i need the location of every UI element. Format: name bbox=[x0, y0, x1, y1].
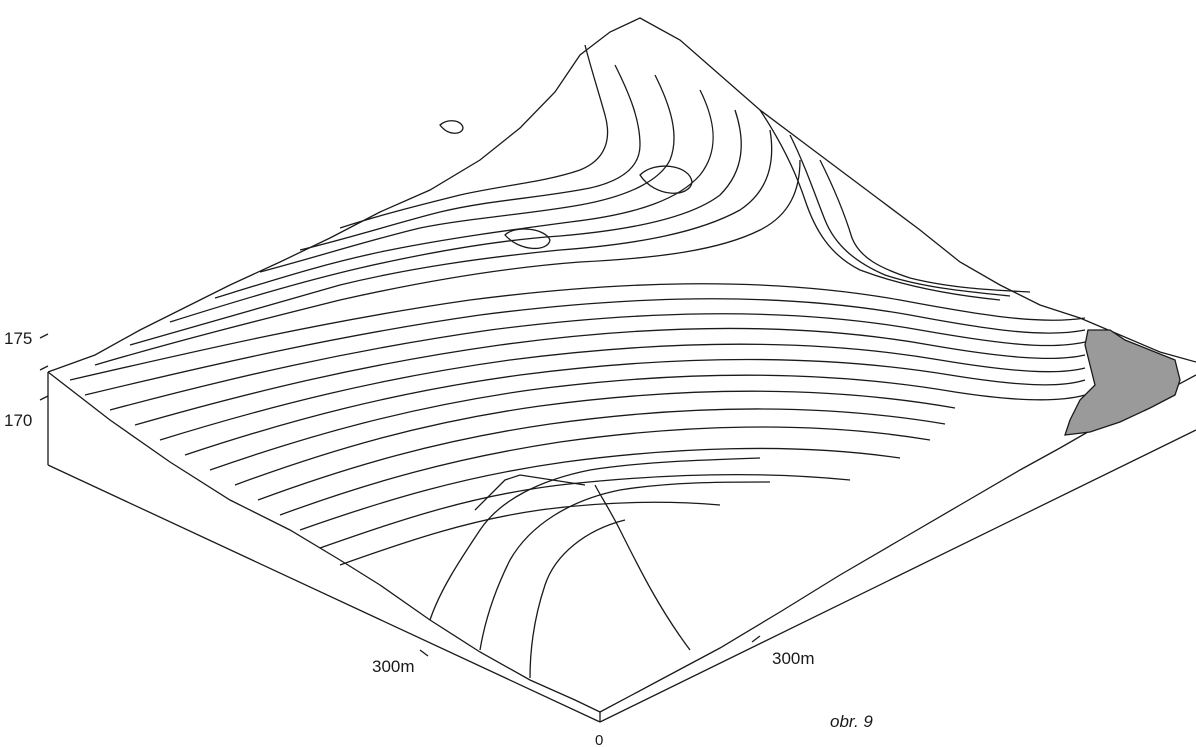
contour-line bbox=[209, 374, 1086, 471]
contour-line bbox=[69, 283, 1086, 381]
surface-front-left bbox=[47, 371, 601, 713]
contour-line bbox=[259, 74, 675, 273]
contour-line bbox=[299, 447, 901, 531]
contour-line bbox=[479, 481, 771, 651]
contour-line bbox=[319, 473, 851, 549]
contour-line bbox=[594, 484, 691, 651]
x-axis-label: 300m bbox=[372, 657, 415, 676]
y-axis-label: 300m bbox=[772, 649, 815, 668]
contour-line bbox=[84, 298, 1086, 396]
base-left-edge bbox=[47, 464, 601, 723]
contour-line bbox=[184, 358, 1086, 456]
z-axis-tick-minor bbox=[39, 365, 49, 371]
contour-line bbox=[474, 474, 586, 511]
z-axis-tick-170 bbox=[39, 395, 49, 401]
contour-line bbox=[759, 109, 1001, 301]
x-axis-tick-300m bbox=[419, 649, 429, 657]
contour-lines bbox=[69, 44, 1086, 679]
contour-line bbox=[279, 426, 931, 516]
contour-line bbox=[129, 129, 773, 346]
z-axis-tick-175 bbox=[39, 333, 49, 339]
water-body bbox=[1064, 329, 1181, 436]
contour-line bbox=[94, 159, 801, 366]
base-right-edge bbox=[599, 429, 1196, 723]
contour-line bbox=[109, 313, 1086, 411]
contour-line bbox=[529, 519, 626, 679]
contour-line bbox=[169, 109, 742, 323]
contour-line bbox=[339, 44, 609, 229]
contour-line bbox=[819, 159, 1031, 293]
contour-line bbox=[214, 89, 714, 299]
contour-line bbox=[789, 134, 1011, 297]
contour-line bbox=[639, 165, 693, 194]
contour-line bbox=[257, 408, 946, 501]
contour-line bbox=[234, 390, 956, 486]
origin-label: 0 bbox=[595, 732, 603, 747]
z-axis-label-170: 170 bbox=[4, 411, 32, 430]
contour-line bbox=[504, 228, 551, 250]
figure-caption: obr. 9 bbox=[830, 712, 873, 731]
contour-line bbox=[159, 343, 1086, 441]
contour-line bbox=[134, 327, 1086, 426]
contour-line bbox=[339, 501, 721, 566]
contour-line bbox=[439, 120, 464, 134]
contour-line bbox=[299, 64, 641, 251]
contour-line bbox=[429, 457, 761, 621]
y-axis-tick-300m bbox=[751, 635, 761, 643]
z-axis-label-175: 175 bbox=[4, 329, 32, 348]
